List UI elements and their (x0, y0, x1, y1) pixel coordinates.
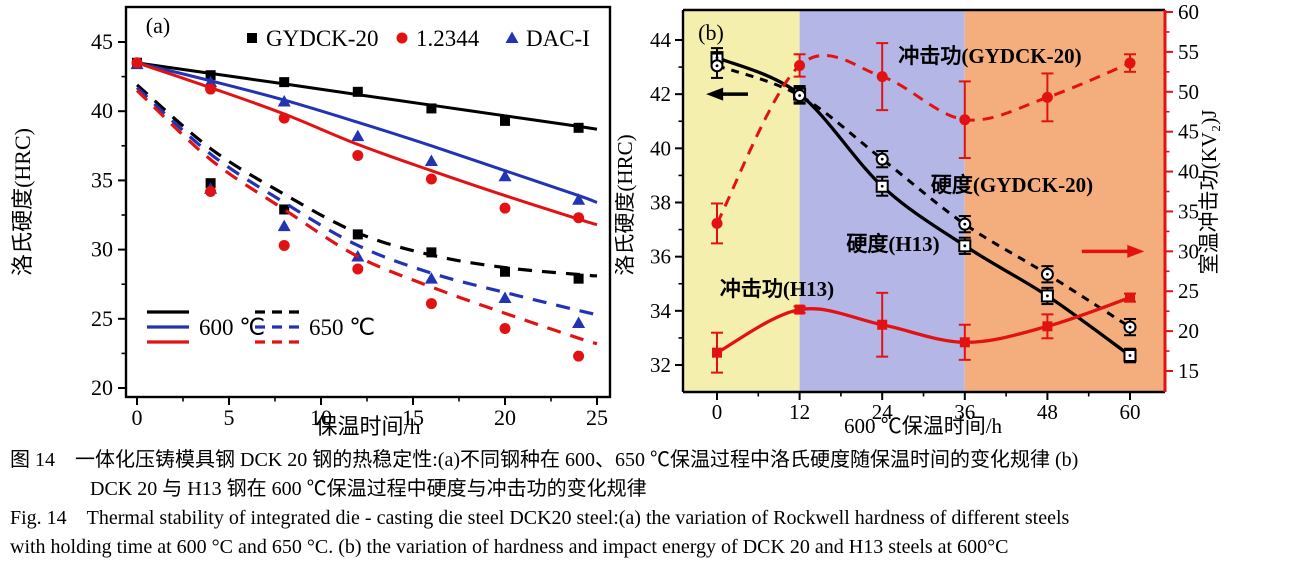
svg-text:20: 20 (494, 405, 516, 430)
svg-text:36: 36 (954, 400, 975, 424)
svg-text:650 ℃: 650 ℃ (309, 315, 375, 340)
svg-text:冲击功(H13): 冲击功(H13) (720, 277, 834, 301)
right-arrow-icon (1127, 244, 1145, 258)
charts-row: 0 5 10 15 20 25 保温时间/h 20 25 30 35 40 45 洛氏硬度(HRC) (a)… (10, 0, 1221, 439)
svg-text:冲击功(GYDCK-20): 冲击功(GYDCK-20) (898, 44, 1081, 68)
svg-text:55: 55 (1178, 40, 1199, 64)
legend-markers: GYDCK-20 1.2344 DAC-I (247, 26, 590, 51)
arrows (706, 87, 1145, 258)
svg-text:42: 42 (650, 82, 671, 106)
region-0 (683, 10, 800, 392)
svg-text:DAC-I: DAC-I (526, 26, 590, 51)
y-axis: 20 25 30 35 40 45 洛氏硬度(HRC) (10, 29, 126, 400)
svg-text:34: 34 (650, 299, 672, 323)
svg-text:5: 5 (224, 405, 235, 430)
chart-b-root: 0 12 24 36 48 60 600 ℃保温时间/h 32 34 36 38 40 42 44 洛氏硬度… (615, 0, 1221, 438)
series-1.2344-600C (131, 57, 598, 227)
svg-text:25: 25 (1178, 279, 1199, 303)
chart-a: 0 5 10 15 20 25 保温时间/h 20 25 30 35 40 45 洛氏硬度(HRC) (a)… (10, 5, 612, 439)
svg-text:15: 15 (1178, 359, 1199, 383)
svg-text:20: 20 (1178, 319, 1199, 343)
series-冲击功(GYDCK-20) (711, 42, 1136, 245)
svg-text:硬度(H13): 硬度(H13) (846, 232, 939, 256)
svg-text:20: 20 (91, 375, 113, 400)
chart-b: 0 12 24 36 48 60 600 ℃保温时间/h 32 34 36 38 40 42 44 洛氏硬度… (615, 0, 1221, 438)
caption-zh-line1: 图 14 一体化压铸模具钢 DCK 20 钢的热稳定性:(a)不同钢种在 600… (10, 449, 1079, 471)
svg-text:600 ℃: 600 ℃ (199, 315, 265, 340)
svg-text:40: 40 (1178, 160, 1199, 184)
svg-text:GYDCK-20: GYDCK-20 (266, 26, 378, 51)
caption-en-line1: Fig. 14 Thermal stability of integrated … (10, 507, 1070, 529)
figure-caption: 图 14 一体化压铸模具钢 DCK 20 钢的热稳定性:(a)不同钢种在 600… (0, 440, 1293, 562)
series-冲击功(H13) (711, 291, 1136, 374)
svg-text:600 ℃保温时间/h: 600 ℃保温时间/h (844, 414, 1003, 438)
svg-text:(b): (b) (698, 20, 724, 45)
caption-zh-line2: DCK 20 与 H13 钢在 600 ℃保温过程中硬度与冲击功的变化规律 (90, 478, 647, 500)
x-axis: 0 5 10 15 20 25 保温时间/h (132, 397, 608, 439)
svg-text:45: 45 (1178, 120, 1199, 144)
y-axis-left: 32 34 36 38 40 42 44 洛氏硬度(HRC) (615, 28, 683, 377)
svg-text:15: 15 (402, 405, 424, 430)
legend-lines: 600 ℃ 650 ℃ (147, 310, 375, 344)
svg-text:30: 30 (91, 237, 113, 262)
svg-text:洛氏硬度(HRC): 洛氏硬度(HRC) (615, 134, 637, 275)
x-axis: 0 12 24 36 48 60 600 ℃保温时间/h (712, 392, 1140, 438)
svg-text:1.2344: 1.2344 (416, 26, 480, 51)
svg-text:10: 10 (310, 405, 332, 430)
svg-text:0: 0 (132, 405, 143, 430)
series-1.2344-650C (135, 89, 598, 362)
y-axis-right: 15 20 25 30 35 40 45 50 55 60 室温冲击功(KV₂)J (1165, 0, 1221, 383)
series-硬度(GYDCK-20) (710, 52, 1137, 337)
caption-en-line2: with holding time at 600 °C and 650 °C. … (10, 536, 1009, 558)
svg-text:12: 12 (789, 400, 810, 424)
svg-text:40: 40 (650, 136, 671, 160)
svg-text:60: 60 (1119, 400, 1140, 424)
svg-text:24: 24 (872, 400, 894, 424)
left-arrow-icon (706, 87, 724, 101)
svg-text:室温冲击功(KV₂)J: 室温冲击功(KV₂)J (1197, 110, 1221, 275)
svg-text:0: 0 (712, 400, 723, 424)
svg-text:35: 35 (91, 167, 113, 192)
svg-text:40: 40 (91, 98, 113, 123)
chart-a-root: 0 5 10 15 20 25 保温时间/h 20 25 30 35 40 45 洛氏硬度(HRC) (a)… (10, 5, 612, 439)
svg-text:(a): (a) (146, 13, 170, 38)
annotations: 冲击功(GYDCK-20) 硬度(GYDCK-20) 硬度(H13) 冲击功(H13) (720, 44, 1093, 301)
svg-text:35: 35 (1178, 199, 1199, 223)
svg-text:60: 60 (1178, 0, 1199, 24)
svg-text:44: 44 (650, 28, 672, 52)
svg-text:25: 25 (91, 306, 113, 331)
svg-text:保温时间/h: 保温时间/h (315, 414, 420, 439)
svg-text:32: 32 (650, 353, 671, 377)
svg-text:38: 38 (650, 190, 671, 214)
svg-text:30: 30 (1178, 239, 1199, 263)
svg-text:50: 50 (1178, 80, 1199, 104)
svg-text:36: 36 (650, 245, 671, 269)
svg-text:48: 48 (1037, 400, 1058, 424)
svg-text:洛氏硬度(HRC): 洛氏硬度(HRC) (10, 128, 35, 276)
svg-text:硬度(GYDCK-20): 硬度(GYDCK-20) (931, 173, 1093, 197)
svg-text:25: 25 (586, 405, 608, 430)
svg-text:45: 45 (91, 29, 113, 54)
